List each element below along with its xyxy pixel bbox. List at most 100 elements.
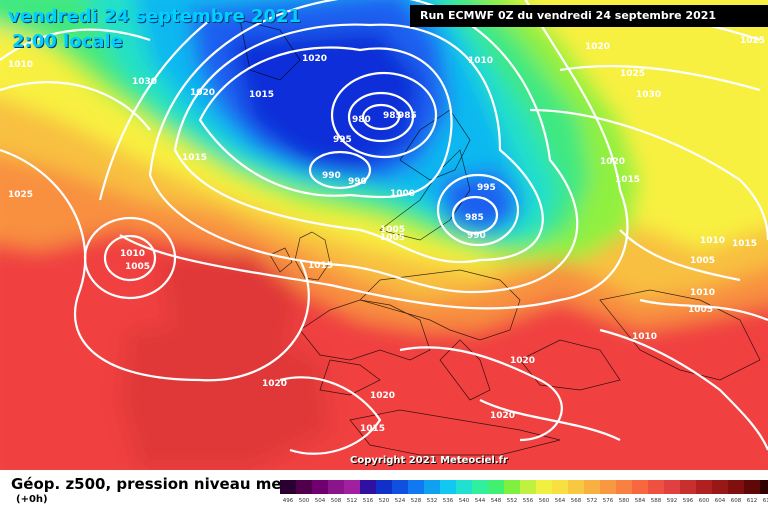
isobar-label: 1025 [8, 190, 33, 200]
isobar-label: 990 [467, 231, 486, 241]
color-scale-label: 548 [490, 498, 502, 504]
color-scale-label: 580 [618, 498, 630, 504]
isobar-label: 1015 [182, 153, 207, 163]
isobar-label: 1020 [262, 379, 287, 389]
color-scale-label: 596 [682, 498, 694, 504]
color-scale-cell [680, 480, 696, 494]
color-scale-cell [504, 480, 520, 494]
color-scale-cell [600, 480, 616, 494]
color-scale-label: 608 [730, 498, 742, 504]
isobars [0, 0, 768, 454]
color-scale-cell [520, 480, 536, 494]
isobar-label: 1015 [249, 90, 274, 100]
color-scale-label: 564 [554, 498, 566, 504]
color-scale-label: 612 [746, 498, 758, 504]
color-scale-label: 588 [650, 498, 662, 504]
color-scale-label: 600 [698, 498, 710, 504]
isobar-label: 1005 [380, 233, 405, 243]
color-scale-label: 560 [538, 498, 550, 504]
color-scale-label: 524 [394, 498, 406, 504]
isobar-label: 1010 [690, 288, 715, 298]
color-scale-cell [616, 480, 632, 494]
isobar-label: 1005 [380, 225, 405, 235]
color-scale-cell [312, 480, 328, 494]
color-scale-label: 604 [714, 498, 726, 504]
isobar-label: 1020 [190, 88, 215, 98]
isobar-label: 1010 [700, 236, 725, 246]
color-scale-cell [280, 480, 296, 494]
color-scale-cell [360, 480, 376, 494]
isobar-label: 990 [322, 171, 341, 181]
color-scale-cell [536, 480, 552, 494]
color-scale-label: 504 [314, 498, 326, 504]
color-scale-label: 544 [474, 498, 486, 504]
color-scale-label: 500 [298, 498, 310, 504]
isobar-label: 1020 [302, 54, 327, 64]
isobar-label: 1005 [688, 305, 713, 315]
color-scale-label: 512 [346, 498, 358, 504]
color-scale-cell [472, 480, 488, 494]
run-info-banner: Run ECMWF 0Z du vendredi 24 septembre 20… [410, 5, 768, 27]
color-scale-cell [744, 480, 760, 494]
color-scale-label: 584 [634, 498, 646, 504]
legend-title: Géop. z500, pression niveau mer [11, 475, 289, 493]
color-scale-cell [584, 480, 600, 494]
color-scale-label: 576 [602, 498, 614, 504]
isobar-label: 1015 [615, 175, 640, 185]
color-scale-cell [632, 480, 648, 494]
map-date-title: vendredi 24 septembre 2021 [8, 6, 302, 27]
isobar-label: 1015 [360, 424, 385, 434]
color-scale-cell [568, 480, 584, 494]
legend-subtitle: (+0h) [16, 494, 48, 505]
isobar-label: 985 [383, 111, 402, 121]
isobar-label: 1020 [510, 356, 535, 366]
color-scale-label: 552 [506, 498, 518, 504]
color-scale-cell [408, 480, 424, 494]
isobar-label: 1020 [585, 42, 610, 52]
isobar-label: 1005 [690, 256, 715, 266]
color-scale-label: 516 [362, 498, 374, 504]
color-scale-label: 528 [410, 498, 422, 504]
isobar-label: 980 [352, 115, 371, 125]
color-scale-label: 568 [570, 498, 582, 504]
color-scale-cell [296, 480, 312, 494]
weather-map: 1010 1025 1020 1030 1025 1015 1010 1005 1015 1020… [0, 0, 768, 470]
color-scale-label: 496 [282, 498, 294, 504]
color-scale-cell [456, 480, 472, 494]
isobar-label: 1010 [120, 249, 145, 259]
isobar-label: 1010 [8, 60, 33, 70]
isobar-label: 1030 [636, 90, 661, 100]
isobar-label: 1020 [600, 157, 625, 167]
isobar-label: 985 [398, 111, 417, 121]
color-scale-cell [440, 480, 456, 494]
color-scale-label: 616 [762, 498, 768, 504]
color-scale-label: 508 [330, 498, 342, 504]
color-scale-cell [376, 480, 392, 494]
isobar-label: 1010 [632, 332, 657, 342]
isobar-label: 985 [465, 213, 484, 223]
isobar-label: 1020 [490, 411, 515, 421]
color-scale-label: 556 [522, 498, 534, 504]
isobar-label: 1020 [370, 391, 395, 401]
color-scale-cell [728, 480, 744, 494]
isobar-label: 1030 [132, 77, 157, 87]
color-scale-cell [664, 480, 680, 494]
color-scale-cell [696, 480, 712, 494]
color-scale-labels: 496 500 504 508 512 516 520 524 528 532 536 540 544 5… [280, 498, 768, 504]
isobar-label: 1025 [740, 36, 765, 46]
isobar-label: 1010 [468, 56, 493, 66]
color-scale-cell [328, 480, 344, 494]
coastlines [239, 19, 761, 456]
color-scale-cell [488, 480, 504, 494]
geopotential-map-svg: 1010 1025 1020 1030 1025 1015 1010 1005 1015 1020… [0, 0, 768, 470]
copyright-text: Copyright 2021 Meteociel.fr [350, 455, 508, 466]
isobar-label: 1005 [125, 262, 150, 272]
color-scale-cell [424, 480, 440, 494]
isobar-label: 995 [333, 135, 352, 145]
color-scale-label: 540 [458, 498, 470, 504]
color-scale [280, 480, 768, 494]
isobar-labels: 1010 1025 1020 1030 1025 1015 1010 1005 1015 1020… [8, 36, 765, 434]
color-scale-label: 532 [426, 498, 438, 504]
isobar-label: 1000 [390, 189, 415, 199]
color-scale-label: 536 [442, 498, 454, 504]
